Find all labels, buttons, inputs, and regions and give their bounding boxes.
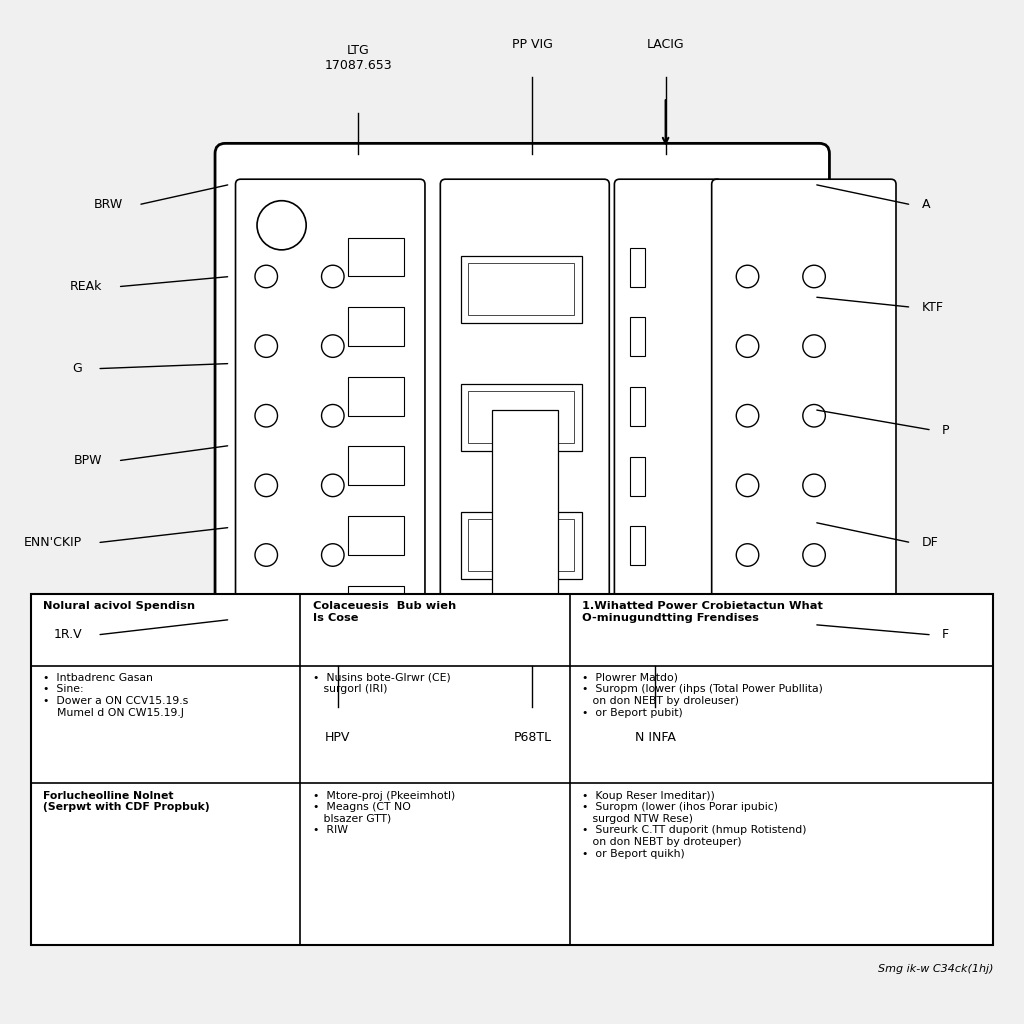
Text: 1R.V: 1R.V [53, 629, 82, 641]
Text: ENN'CKIP: ENN'CKIP [24, 537, 82, 549]
Text: P: P [942, 424, 949, 436]
Text: •  Intbadrenc Gasan
•  Sine:
•  Dower a ON CCV15.19.s
    Mumel d ON CW15.19.J: • Intbadrenc Gasan • Sine: • Dower a ON … [43, 673, 188, 718]
Text: BRW: BRW [93, 199, 123, 211]
Text: HPV: HPV [326, 731, 350, 743]
Bar [630, 457, 645, 496]
Bar [348, 377, 404, 416]
Bar [348, 307, 404, 346]
Text: DF: DF [922, 537, 938, 549]
Bar [630, 248, 645, 287]
Bar [468, 519, 574, 571]
Bar [630, 387, 645, 426]
FancyBboxPatch shape [440, 179, 609, 640]
Text: Colaceuesis  Bub wieh
Is Cose: Colaceuesis Bub wieh Is Cose [312, 601, 456, 623]
Text: N INFA: N INFA [635, 731, 676, 743]
FancyBboxPatch shape [614, 179, 722, 640]
Text: REAk: REAk [70, 281, 102, 293]
Bar [31, 594, 993, 945]
Bar [492, 410, 558, 594]
Bar [348, 586, 404, 625]
Text: •  Mtore-proj (Pkeeimhotl)
•  Meagns (CT NO
   blsazer GTT)
•  RIW: • Mtore-proj (Pkeeimhotl) • Meagns (CT N… [312, 791, 455, 836]
Text: PP VIG: PP VIG [512, 38, 553, 51]
Bar [348, 446, 404, 485]
Text: KTF: KTF [922, 301, 943, 313]
Bar [348, 238, 404, 276]
Bar [468, 263, 574, 315]
Text: F: F [942, 629, 949, 641]
Text: LTG
17087.653: LTG 17087.653 [325, 44, 392, 72]
Text: G: G [72, 362, 82, 375]
Text: Nolural acivol Spendisn: Nolural acivol Spendisn [43, 601, 196, 611]
Bar [630, 526, 645, 565]
Bar [630, 317, 645, 356]
Text: •  Plowrer Matdo)
•  Suropm (lower (ihps (Total Power Publlita)
   on don NEBT b: • Plowrer Matdo) • Suropm (lower (ihps (… [582, 673, 823, 718]
Text: P68TL: P68TL [513, 731, 552, 743]
Bar [468, 391, 574, 443]
FancyBboxPatch shape [712, 179, 896, 640]
Text: Forlucheolline Nolnet
(Serpwt with CDF Propbuk): Forlucheolline Nolnet (Serpwt with CDF P… [43, 791, 210, 812]
Text: LACIG: LACIG [647, 38, 684, 51]
Bar [461, 512, 582, 579]
Text: Smg ik-w C34ck(1hj): Smg ik-w C34ck(1hj) [878, 964, 993, 974]
Bar [630, 596, 645, 635]
FancyBboxPatch shape [215, 143, 829, 676]
Text: •  Koup Reser Imeditar))
•  Suropm (lower (ihos Porar ipubic)
   surgod NTW Rese: • Koup Reser Imeditar)) • Suropm (lower … [582, 791, 807, 858]
Text: 1.Wihatted Power Crobietactun What
O-minugundtting Frendises: 1.Wihatted Power Crobietactun What O-min… [582, 601, 823, 623]
Text: A: A [922, 199, 930, 211]
Bar [348, 516, 404, 555]
FancyBboxPatch shape [236, 179, 425, 640]
Text: BPW: BPW [74, 455, 102, 467]
Bar [461, 384, 582, 451]
Bar [461, 256, 582, 323]
Text: •  Nusins bote-Glrwr (CE)
   surgorl (IRI): • Nusins bote-Glrwr (CE) surgorl (IRI) [312, 673, 451, 694]
